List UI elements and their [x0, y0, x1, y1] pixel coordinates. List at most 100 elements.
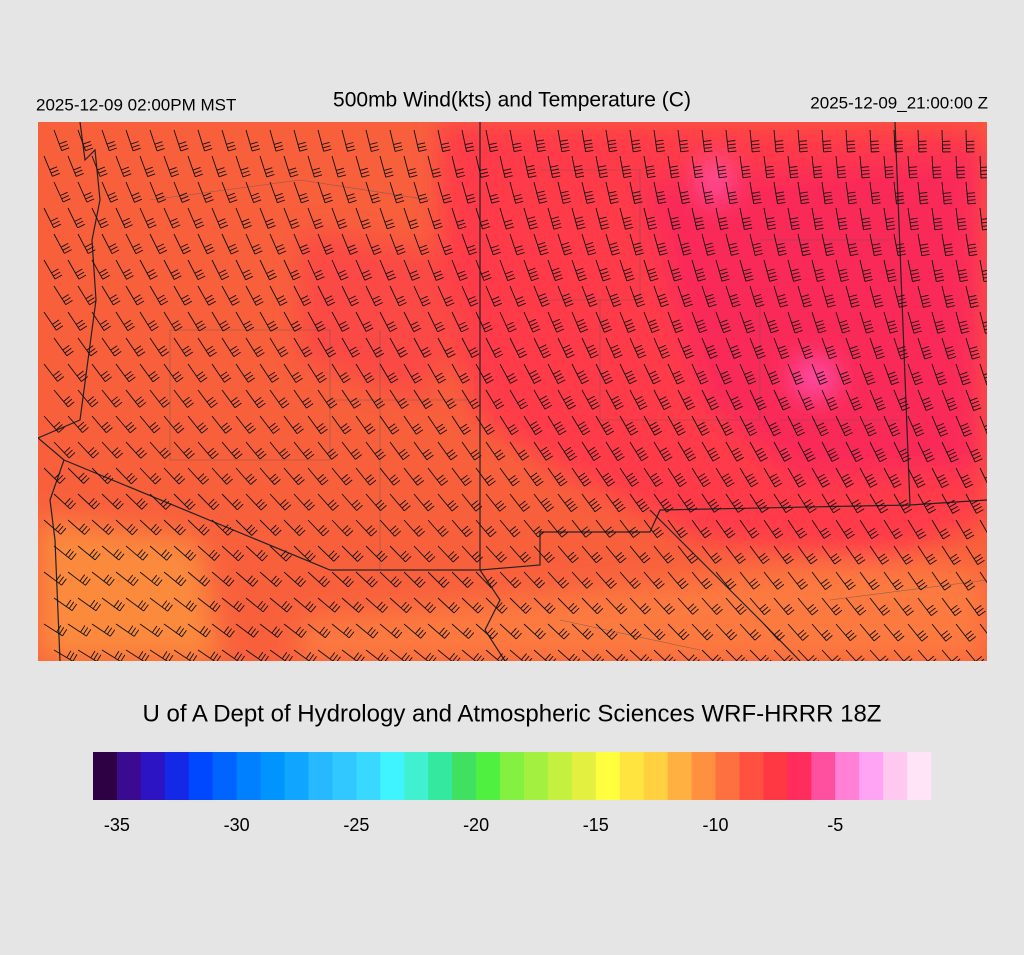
wind-barb [859, 415, 877, 437]
color-swatch [476, 752, 501, 800]
wind-barb [547, 467, 568, 487]
wind-barb [115, 623, 140, 637]
wind-barb [245, 285, 264, 306]
wind-barb [605, 285, 622, 308]
wind-barb [509, 181, 524, 204]
wind-barb [389, 285, 407, 307]
wind-barb [773, 597, 795, 616]
wind-barb [581, 597, 604, 615]
wind-barb [643, 519, 664, 538]
wind-barb [293, 389, 314, 409]
wind-barb [571, 571, 594, 589]
wind-barb [965, 129, 975, 153]
wind-barb [211, 623, 235, 638]
wind-barb [317, 181, 333, 204]
wind-barb [437, 129, 451, 152]
wind-barb [77, 493, 100, 510]
credit: U of A Dept of Hydrology and Atmospheric… [143, 700, 882, 727]
wind-barb [763, 311, 779, 334]
wind-barb [629, 649, 652, 661]
wind-barb [259, 363, 280, 383]
wind-barb [979, 259, 987, 283]
wind-barb [955, 415, 972, 437]
color-swatch [619, 752, 645, 800]
color-swatch [787, 752, 812, 800]
wind-barb [835, 467, 854, 488]
wind-barb [389, 129, 404, 152]
wind-barb [763, 259, 778, 282]
wind-barb [211, 155, 227, 178]
wind-barb [235, 155, 251, 178]
wind-barb [643, 623, 666, 641]
wind-barb [869, 389, 886, 411]
wind-barb [221, 181, 238, 204]
wind-barb [797, 389, 815, 411]
wind-barb [701, 233, 716, 256]
wind-barb [211, 363, 232, 383]
wind-barb [725, 545, 746, 564]
wind-barb [917, 441, 935, 463]
wind-barb [509, 545, 531, 563]
wind-barb [859, 623, 881, 642]
wind-barb [197, 337, 217, 357]
wind-barb [317, 285, 336, 307]
wind-barb [365, 233, 382, 255]
wind-barb [955, 155, 966, 179]
wind-barb [163, 623, 187, 638]
wind-barb [619, 467, 640, 487]
wind-barb [811, 259, 826, 282]
wind-barb [595, 259, 611, 282]
wind-barb [355, 415, 376, 435]
wind-barb [859, 519, 879, 539]
wind-barb [259, 467, 281, 485]
wind-barb [451, 259, 468, 281]
wind-barb [883, 155, 894, 179]
wind-barb [101, 441, 124, 459]
wind-barb [461, 285, 479, 307]
wind-barb [571, 623, 594, 640]
color-swatch [643, 752, 669, 800]
wind-barb [77, 233, 96, 254]
wind-barb [523, 415, 543, 436]
wind-barb [173, 649, 198, 661]
wind-barb [307, 155, 323, 178]
wind-barb [283, 207, 300, 229]
wind-barb [211, 207, 229, 229]
wind-barb [427, 311, 445, 333]
wind-barb [341, 285, 359, 307]
wind-barb [677, 181, 691, 205]
wind-barb [43, 415, 65, 433]
wind-barb [557, 649, 581, 661]
wind-barb [163, 155, 180, 178]
wind-barb [413, 649, 437, 661]
wind-barb [965, 337, 981, 360]
wind-barb [173, 389, 194, 408]
wind-barb [475, 207, 491, 230]
wind-barb [269, 597, 293, 613]
valid-utc: 2025-12-09_21:00:00 Z [810, 93, 988, 112]
wind-barb [91, 467, 114, 485]
wind-barb [533, 181, 548, 204]
wind-barb [725, 285, 741, 308]
colorbar-tick-label: -15 [583, 815, 609, 835]
wind-barb [173, 493, 196, 510]
color-swatch [452, 752, 477, 800]
wind-barb [941, 545, 961, 565]
wind-barb [533, 337, 551, 359]
wind-barb [763, 467, 783, 488]
wind-barb [355, 155, 370, 178]
wind-barb [509, 389, 529, 410]
wind-barb [437, 337, 456, 358]
wind-barb [619, 571, 641, 589]
wind-barb [739, 571, 761, 590]
wind-barb [331, 623, 355, 639]
color-swatch [404, 752, 429, 800]
wind-barb [965, 285, 979, 308]
wind-barb [571, 207, 586, 230]
wind-barb [235, 363, 256, 383]
wind-barb [67, 571, 91, 586]
wind-barb [845, 337, 861, 360]
wind-barb [163, 571, 187, 587]
wind-barb [293, 233, 311, 255]
wind-barb [293, 441, 315, 460]
